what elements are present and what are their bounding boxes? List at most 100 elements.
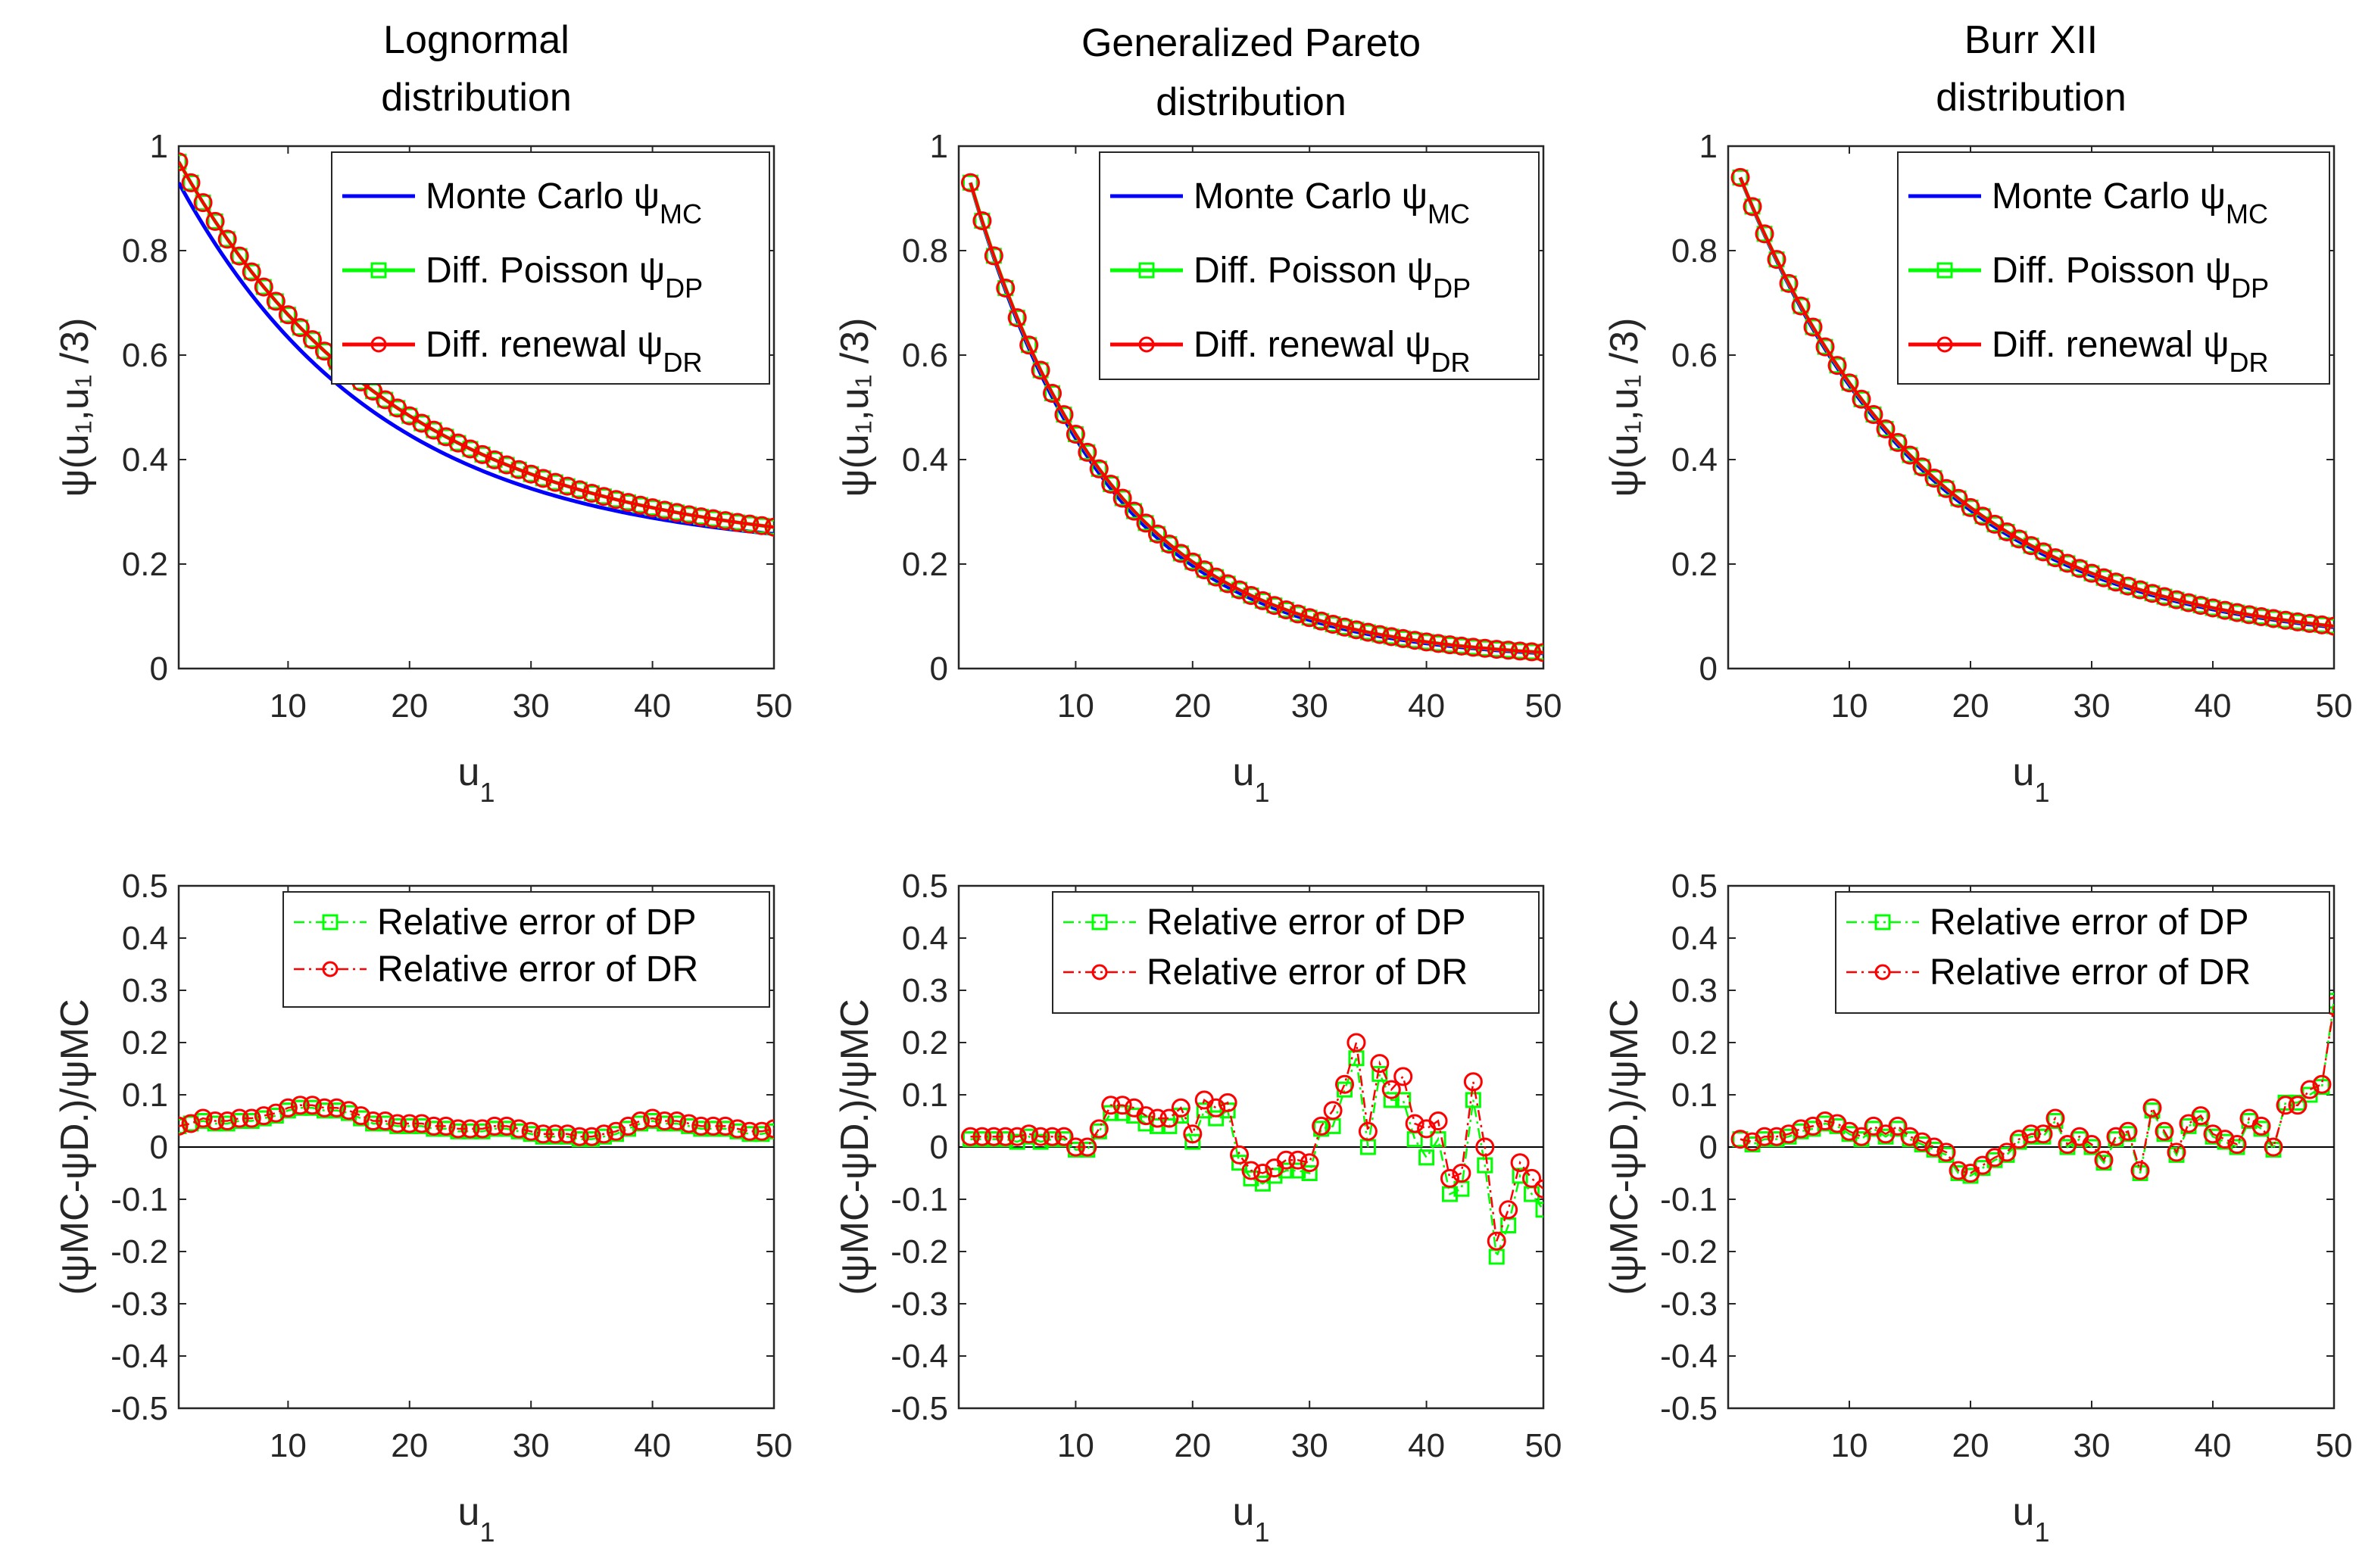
relative-error-dr-marker [1043,1127,1062,1146]
relative-error-dr-marker [2142,1098,2162,1118]
panel-title-line: distribution [381,76,571,120]
diff-renewal-marker [521,464,541,484]
legend-marker-dr [370,336,387,353]
diff-poisson-marker [2144,585,2161,602]
diff-poisson-marker [1889,434,1906,450]
diff-poisson-marker [231,248,248,264]
diff-renewal-marker [655,500,675,520]
diff-renewal-marker [302,330,322,350]
diff-poisson-marker [267,293,284,310]
relative-error-dr-marker [290,1096,310,1115]
x-axis-label: u1 [1233,1490,1270,1548]
diff-renewal-marker [2179,593,2198,613]
diff-renewal-marker [2227,603,2247,622]
series-relative-error-dp [179,1107,774,1140]
diff-renewal-marker [1043,384,1062,404]
relative-error-dr-marker [2300,1080,2320,1099]
panel-title-line: distribution [1936,76,2126,120]
y-tick-label: -0.1 [111,1181,168,1218]
legend-label-sub: MC [2226,198,2268,229]
diff-renewal-marker [594,487,613,507]
relative-error-dr-marker [1323,1101,1343,1121]
legend-label-dr: Relative error of DR [1147,952,1468,993]
diff-poisson-marker [559,478,576,494]
relative-error-dr-marker [1241,1161,1261,1180]
diff-renewal-marker [582,483,601,503]
relative-error-dr-marker [1900,1127,1920,1146]
y-tick-label: 0.2 [902,1024,948,1061]
relative-error-dr-marker [473,1119,492,1139]
x-tick-label: 10 [1831,1427,1868,1464]
relative-error-dr-marker [181,1114,201,1133]
diff-poisson-marker [1044,385,1061,402]
y-tick-label: 0.4 [1671,920,1718,957]
diff-poisson-marker [547,474,563,491]
relative-error-dr-marker [424,1116,444,1136]
diff-poisson-marker [571,482,588,498]
relative-error-dr-marker [2203,1124,2223,1144]
diff-renewal-marker [1335,617,1355,637]
x-tick-label: 10 [270,687,307,725]
relative-error-dr-marker [1183,1124,1203,1144]
diff-renewal-marker [1370,625,1390,644]
relative-error-dr-marker [1206,1098,1226,1118]
diff-renewal-marker [1323,614,1343,634]
x-axis-label: u1 [2013,750,2050,808]
diff-poisson-marker [1079,444,1096,460]
diff-poisson-marker [243,263,260,280]
x-tick-label: 10 [1057,1427,1094,1464]
relative-error-dr-marker [1791,1119,1811,1139]
relative-error-dr-marker [740,1121,760,1141]
y-tick-label: 0.1 [1671,1077,1718,1114]
diff-poisson-marker [2083,565,2100,581]
relative-error-dr-marker [1767,1127,1786,1146]
panel-title-line: Generalized Pareto [1081,21,1421,65]
diff-renewal-marker [1230,580,1250,600]
x-axis-label: u1 [458,750,495,808]
diff-poisson-marker [1768,251,1785,268]
y-tick-label: -0.5 [1660,1390,1718,1427]
relative-error-dr-marker [764,1119,774,1139]
legend: Relative error of DP Relative error of DR [1835,891,2330,1014]
relative-error-dr-marker [448,1119,468,1139]
diff-poisson-marker [974,213,991,229]
diff-renewal-marker [205,211,225,231]
relative-error-dr-marker [1475,1137,1495,1157]
diff-poisson-marker [583,485,600,501]
y-tick-label: 0.4 [1671,441,1718,479]
relative-error-dr-marker [2130,1161,2150,1180]
diff-renewal-marker [1924,468,1944,488]
legend-marker-dr [322,961,339,977]
y-tick-label: 0.2 [902,546,948,583]
diff-poisson-marker [607,491,624,508]
diff-poisson-marker [1103,475,1119,492]
diff-renewal-marker [278,305,298,325]
relative-error-dr-marker [606,1121,626,1141]
diff-renewal-marker [1276,600,1296,620]
relative-error-dr-marker [1078,1137,1097,1157]
relative-error-dr-marker [960,1127,980,1146]
relative-error-dr-marker [631,1111,651,1130]
diff-poisson-marker [1853,391,1870,407]
relative-error-dr-marker [521,1121,541,1141]
legend-box [1099,151,1540,380]
y-tick-label: 0.5 [902,868,948,905]
diff-renewal-marker [1078,442,1097,462]
legend-label-dr: Relative error of DR [1930,952,2251,993]
y-axis-label: ψ(u₁,u₁ /3) [1602,318,1646,497]
diff-renewal-marker [2251,606,2271,626]
relative-error-dr-marker [327,1098,347,1118]
y-tick-label: 0.2 [1671,1024,1718,1061]
relative-error-dp-marker [1477,1157,1493,1174]
diff-poisson-marker [1902,447,1918,463]
series-diff-renewal-line [969,182,1543,654]
relative-error-dr-marker [1031,1127,1050,1146]
legend-label-sub: DR [663,347,702,378]
diff-poisson-marker [183,174,199,191]
legend-label-sub: DP [2231,273,2269,304]
diff-poisson-marker [255,279,272,295]
diff-poisson-marker [1962,499,1979,516]
diff-poisson-marker [1032,362,1049,379]
diff-renewal-marker [1522,642,1542,662]
